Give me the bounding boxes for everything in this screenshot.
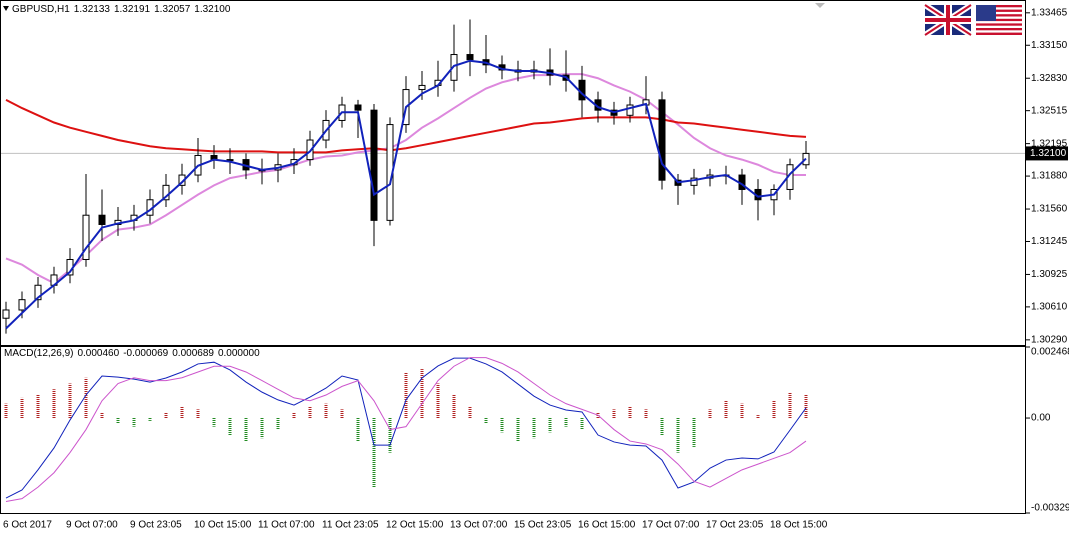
candle-body	[98, 214, 106, 225]
symbol: GBPUSD,H1	[12, 4, 70, 15]
candle-body	[34, 284, 42, 301]
macd-panel	[0, 346, 1026, 514]
candle-body	[626, 104, 634, 116]
shift-marker	[815, 3, 825, 8]
y-tick-label: 1.31560	[1031, 204, 1068, 215]
x-tick-label: 9 Oct 07:00	[66, 520, 118, 531]
candle-body	[658, 99, 666, 181]
flag-uk	[923, 2, 973, 38]
candle-body	[162, 184, 170, 201]
price-label: 1.32100	[1030, 148, 1067, 159]
indicator-param: 0.000689	[172, 348, 214, 359]
indicator-line	[5, 357, 807, 499]
x-tick-label: 18 Oct 15:00	[770, 520, 828, 531]
x-tick-label: 17 Oct 23:05	[706, 520, 764, 531]
x-tick-label: 16 Oct 15:00	[578, 520, 636, 531]
x-tick-label: 13 Oct 07:00	[450, 520, 508, 531]
x-tick-label: 17 Oct 07:00	[642, 520, 700, 531]
candle-body	[690, 177, 698, 186]
indicator-line	[5, 59, 807, 330]
candle-body	[370, 109, 378, 221]
header-icon	[3, 6, 9, 11]
price-label-box	[1026, 146, 1068, 161]
macd-header: MACD(12,26,9) 0.000460 -0.000069 0.00068…	[4, 348, 260, 359]
indicator-line	[5, 98, 807, 154]
y-tick-label: -0.003299	[1031, 503, 1069, 514]
y-tick-label: 1.33465	[1031, 7, 1068, 18]
bar-low: 1.32057	[154, 4, 191, 15]
x-tick-label: 6 Oct 2017	[3, 520, 52, 531]
candle-body	[578, 79, 586, 101]
x-tick-label: 9 Oct 23:05	[130, 520, 182, 531]
bar-close: 1.32100	[194, 4, 231, 15]
y-tick-label: 1.30925	[1031, 269, 1068, 280]
y-tick-label: 1.33150	[1031, 40, 1068, 51]
flag-us	[976, 5, 1022, 35]
x-tick-label: 10 Oct 15:00	[194, 520, 252, 531]
candle-body	[418, 84, 426, 91]
candle-body	[82, 214, 90, 261]
indicator-param: 0.000000	[217, 348, 260, 359]
y-tick-label: 1.30610	[1031, 302, 1068, 313]
indicator-name: MACD(12,26,9)	[4, 348, 74, 359]
candle-body	[226, 159, 234, 162]
candle-body	[466, 54, 474, 61]
y-tick-label: 1.30290	[1031, 334, 1068, 345]
y-tick-label: 1.31245	[1031, 236, 1068, 247]
indicator-line	[5, 73, 806, 285]
x-tick-label: 12 Oct 15:00	[386, 520, 444, 531]
indicator-param: 0.000460	[77, 348, 120, 359]
y-tick-label: 1.32830	[1031, 73, 1068, 84]
y-tick-label: 0.00	[1031, 413, 1051, 424]
indicator-line	[5, 357, 807, 503]
main-panel	[0, 0, 1026, 346]
price-header: GBPUSD,H1 1.32133 1.32191 1.32057 1.3210…	[12, 4, 230, 15]
y-tick-label: 0.002468	[1031, 347, 1069, 358]
indicator-param: -0.000069	[123, 348, 169, 359]
bar-open: 1.32133	[73, 4, 110, 15]
x-tick-label: 15 Oct 23:05	[514, 520, 572, 531]
candle-body	[18, 299, 26, 311]
bar-high: 1.32191	[113, 4, 151, 15]
y-tick-label: 1.32515	[1031, 105, 1068, 116]
candle-body	[2, 309, 10, 319]
x-tick-label: 11 Oct 07:00	[258, 520, 315, 531]
y-tick-label: 1.32195	[1031, 138, 1068, 149]
y-tick-label: 1.31880	[1031, 171, 1068, 182]
candle-body	[354, 104, 362, 111]
x-tick-label: 11 Oct 23:05	[322, 520, 379, 531]
